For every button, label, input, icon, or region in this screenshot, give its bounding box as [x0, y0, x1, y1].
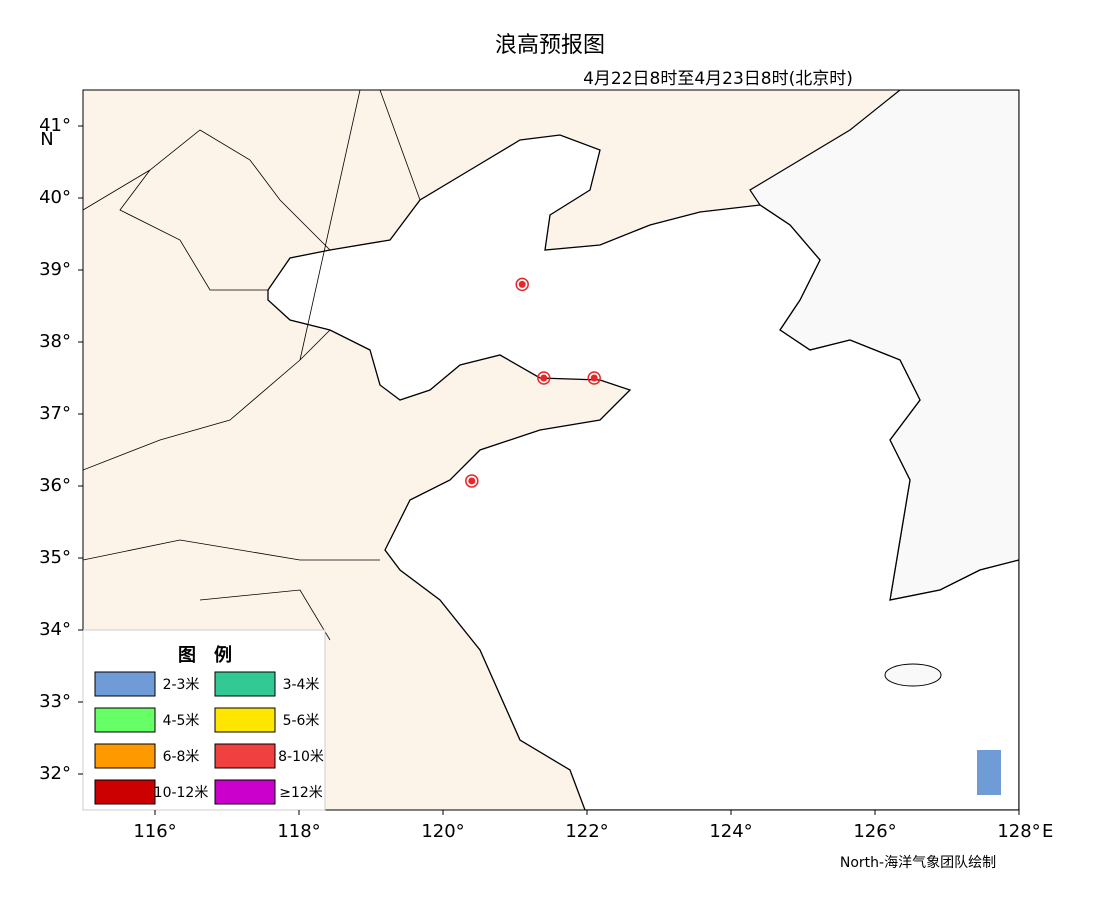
station-dot	[518, 280, 526, 288]
legend-label: 2-3米	[163, 677, 200, 693]
frame	[82, 89, 1020, 811]
x-tick-label: 128°	[997, 821, 1040, 842]
legend-title: 图 例	[178, 644, 232, 666]
sea	[267, 134, 1019, 810]
province-borders	[83, 90, 421, 641]
x-tick-label: 122°	[565, 821, 608, 842]
y-tick-label: 40°	[39, 187, 71, 208]
legend-label: ≥12米	[279, 785, 323, 801]
title: 浪高预报图	[495, 33, 605, 58]
legend-label: 5-6米	[283, 713, 320, 729]
legend-label: 4-5米	[163, 713, 200, 729]
legend-swatch	[94, 707, 156, 733]
legend-swatch	[214, 707, 276, 733]
legend-label: 3-4米	[283, 677, 320, 693]
y-tick-label: 38°	[39, 331, 71, 352]
subtitle: 4月22日8时至4月23日8时(北京时)	[583, 69, 853, 89]
legend-swatch	[214, 743, 276, 769]
station-dot	[468, 477, 476, 485]
y-tick-label: 37°	[39, 403, 71, 424]
y-tick-label: 35°	[39, 547, 71, 568]
legend-label: 8-10米	[278, 749, 324, 765]
jeju-island	[884, 663, 942, 687]
x-tick-label: 116°	[133, 821, 176, 842]
y-tick-label: 34°	[39, 619, 71, 640]
legend-label: 10-12米	[154, 785, 209, 801]
legend-label: 6-8米	[163, 749, 200, 765]
legend-swatch	[214, 671, 276, 697]
x-tick-label: 118°	[277, 821, 320, 842]
y-tick-label: 39°	[39, 259, 71, 280]
y-tick-label: 36°	[39, 475, 71, 496]
x-tick-label: 120°	[421, 821, 464, 842]
station-ring	[515, 277, 529, 292]
station-ring	[587, 371, 601, 385]
y-tick-label: 32°	[39, 763, 71, 784]
x-tick-label: 126°	[853, 821, 896, 842]
x-tick-label: 124°	[709, 821, 752, 842]
station-ring	[537, 371, 551, 385]
legend-swatch	[214, 779, 276, 805]
y-tick-label: 41°	[39, 115, 71, 136]
y-axis-label: N	[40, 129, 53, 150]
y-tick-label: 33°	[39, 691, 71, 712]
credit: North-海洋气象团队绘制	[840, 855, 996, 871]
station-ring	[465, 474, 479, 488]
wave-area	[977, 750, 1001, 795]
legend-swatch	[94, 743, 156, 769]
legend-swatch	[94, 671, 156, 697]
station-dot	[590, 374, 598, 382]
legend-swatch	[94, 779, 156, 805]
station-dot	[540, 374, 548, 382]
x-axis-label: E	[1042, 821, 1053, 842]
